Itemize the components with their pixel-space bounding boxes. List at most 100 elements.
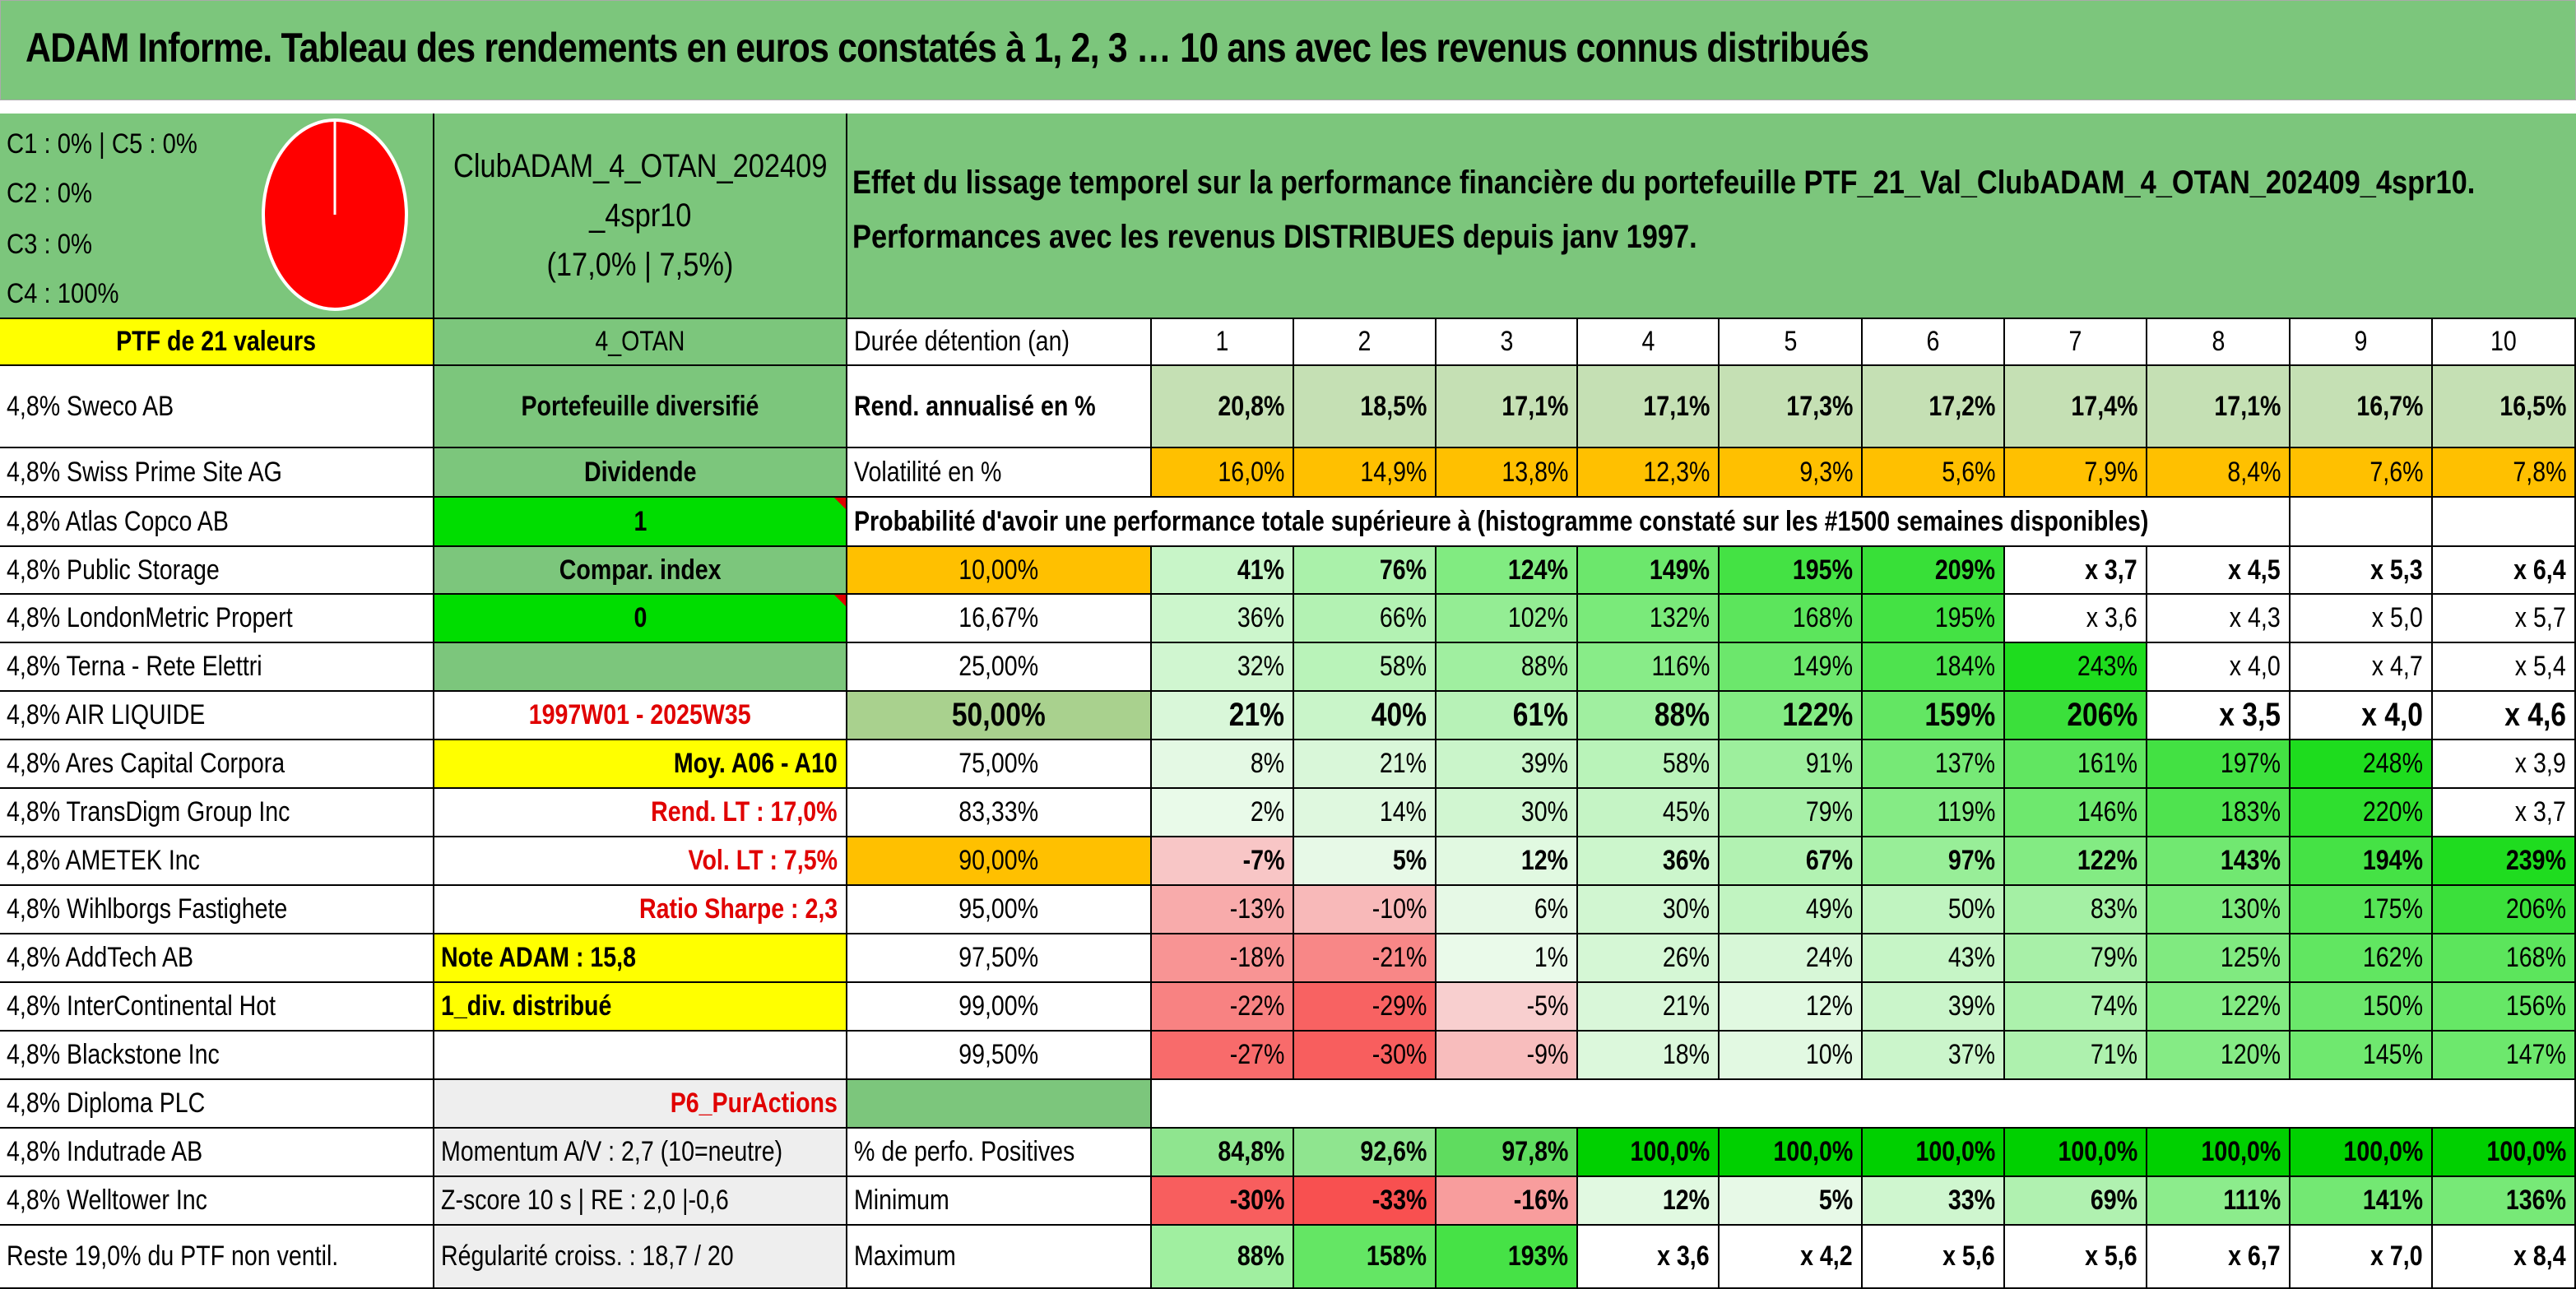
min-value: 141%	[2291, 1177, 2433, 1226]
proba-value-text: 36%	[1237, 602, 1284, 633]
proba-value-text: 32%	[1237, 651, 1284, 682]
max-value: x 8,4	[2433, 1226, 2576, 1289]
proba-value-text: 21%	[1379, 748, 1427, 779]
info-cell-text: Régularité croiss. : 18,7 / 20	[441, 1240, 734, 1272]
proba-value-text: -29%	[1372, 990, 1427, 1022]
proba-value: -27%	[1152, 1032, 1294, 1080]
proba-value-text: 120%	[2220, 1039, 2281, 1070]
proba-value-text: 206%	[2067, 697, 2137, 733]
report-title: ADAM Informe. Tableau des rendements en …	[26, 25, 1869, 71]
info-cell: P6_PurActions	[434, 1080, 847, 1129]
holding-row-text: 4,8% Swiss Prime Site AG	[7, 456, 282, 488]
info-cell-text: P6_PurActions	[670, 1087, 838, 1119]
proba-value-text: 14%	[1379, 796, 1427, 828]
min-value-text: 141%	[2362, 1185, 2423, 1216]
proba-value-text: 239%	[2505, 845, 2566, 876]
proba-value-text: 102%	[1507, 602, 1568, 633]
rend-label: Rend. annualisé en %	[847, 366, 1152, 448]
pos-value: 100,0%	[1863, 1129, 2005, 1177]
proba-value: -22%	[1152, 983, 1294, 1032]
proba-value-text: 183%	[2220, 796, 2281, 828]
proba-threshold-text: 83,33%	[958, 796, 1039, 828]
proba-value: 12%	[1437, 837, 1578, 886]
proba-value-text: 43%	[1947, 942, 1995, 973]
proba-value: 83%	[2005, 886, 2147, 934]
proba-value: 88%	[1578, 692, 1720, 740]
proba-value-text: -30%	[1372, 1039, 1427, 1070]
proba-value-text: 79%	[2090, 942, 2137, 973]
proba-value: 130%	[2147, 886, 2291, 934]
info-cell-text: 0	[634, 602, 647, 633]
proba-value-text: 39%	[1520, 748, 1568, 779]
max-value-text: x 8,4	[2513, 1240, 2566, 1272]
year-header: 2	[1294, 319, 1437, 366]
proba-value-text: 122%	[2077, 845, 2137, 876]
rend-value: 17,3%	[1720, 366, 1863, 448]
proba-value: 21%	[1578, 983, 1720, 1032]
holding-row-text: 4,8% InterContinental Hot	[7, 990, 276, 1022]
holding-row: 4,8% AIR LIQUIDE	[0, 692, 434, 740]
proba-threshold: 25,00%	[847, 643, 1152, 692]
rend-value: 16,5%	[2433, 366, 2576, 448]
proba-value-text: 162%	[2362, 942, 2423, 973]
proba-value-text: 184%	[1934, 651, 1995, 682]
pos-label: % de perfo. Positives	[847, 1129, 1152, 1177]
allocation-line: C4 : 100%	[7, 278, 119, 309]
max-value: x 4,2	[1720, 1226, 1863, 1289]
proba-value: -13%	[1152, 886, 1294, 934]
vol-value: 7,8%	[2433, 448, 2576, 498]
proba-value: 239%	[2433, 837, 2576, 886]
proba-value: 168%	[2433, 934, 2576, 983]
vol-value-text: 8,4%	[2226, 456, 2281, 488]
holding-row: 4,8% Blackstone Inc	[0, 1032, 434, 1080]
proba-threshold: 75,00%	[847, 740, 1152, 789]
info-cell-text: Dividende	[583, 456, 697, 488]
proba-value: 197%	[2147, 740, 2291, 789]
year-header-text: 9	[2354, 326, 2368, 357]
proba-value-text: -5%	[1526, 990, 1568, 1022]
proba-value: x 3,7	[2433, 789, 2576, 837]
info-cell: Moy. A06 - A10	[434, 740, 847, 789]
proba-value: -5%	[1437, 983, 1578, 1032]
info-cell: Compar. index	[434, 547, 847, 595]
proba-value: 91%	[1720, 740, 1863, 789]
info-cell: Note ADAM : 15,8	[434, 934, 847, 983]
proba-value-text: -27%	[1229, 1039, 1284, 1070]
proba-value: 145%	[2291, 1032, 2433, 1080]
proba-value: 248%	[2291, 740, 2433, 789]
vol-value: 8,4%	[2147, 448, 2291, 498]
proba-value-text: x 3,5	[2219, 697, 2281, 733]
duration-label-text: Durée détention (an)	[854, 326, 1070, 357]
proba-value-text: x 5,7	[2515, 602, 2566, 633]
proba-value-text: 58%	[1662, 748, 1710, 779]
info-cell-text: 1	[634, 505, 647, 537]
info-cell: Rend. LT : 17,0%	[434, 789, 847, 837]
vol-value-text: 9,3%	[1799, 456, 1853, 488]
pos-value: 92,6%	[1294, 1129, 1437, 1177]
proba-value: 206%	[2433, 886, 2576, 934]
proba-value-text: 30%	[1662, 893, 1710, 925]
proba-value-text: 150%	[2362, 990, 2423, 1022]
pos-value: 100,0%	[1720, 1129, 1863, 1177]
holding-row-text: 4,8% AddTech AB	[7, 942, 194, 973]
max-value: x 3,6	[1578, 1226, 1720, 1289]
proba-value: -18%	[1152, 934, 1294, 983]
proba-value: 26%	[1578, 934, 1720, 983]
rend-value: 18,5%	[1294, 366, 1437, 448]
holding-row-text: 4,8% Wihlborgs Fastighete	[7, 893, 288, 925]
info-cell-text: 1997W01 - 2025W35	[529, 699, 751, 730]
min-value-text: -33%	[1372, 1185, 1427, 1216]
proba-value: 147%	[2433, 1032, 2576, 1080]
proba-value-text: 194%	[2362, 845, 2423, 876]
min-label: Minimum	[847, 1177, 1152, 1226]
proba-value-text: 74%	[2090, 990, 2137, 1022]
min-value-text: 69%	[2090, 1185, 2137, 1216]
proba-value: 39%	[1863, 983, 2005, 1032]
proba-value: 161%	[2005, 740, 2147, 789]
proba-value-text: x 4,7	[2372, 651, 2423, 682]
holding-row-text: 4,8% AIR LIQUIDE	[7, 699, 206, 730]
vol-value: 12,3%	[1578, 448, 1720, 498]
proba-value-text: 197%	[2220, 748, 2281, 779]
proba-value: 40%	[1294, 692, 1437, 740]
proba-header-text: Probabilité d'avoir une performance tota…	[854, 505, 2149, 537]
